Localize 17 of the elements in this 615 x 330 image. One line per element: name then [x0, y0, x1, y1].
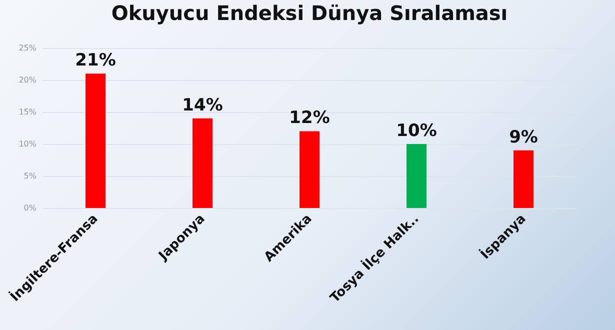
y-tick-label: 15%	[18, 108, 37, 116]
data-label: 21%	[75, 50, 116, 71]
data-label: 9%	[509, 127, 538, 148]
y-tick-label: 10%	[18, 140, 37, 148]
y-tick-label: 20%	[18, 76, 37, 84]
bar	[514, 150, 534, 208]
bar	[192, 118, 212, 208]
bar	[406, 144, 426, 208]
data-label: 10%	[396, 121, 437, 141]
data-label: 12%	[289, 108, 330, 128]
y-tick-label: 0%	[24, 204, 37, 212]
y-tick-label: 5%	[24, 172, 37, 180]
y-tick-label: 25%	[18, 44, 37, 52]
bar	[86, 74, 106, 208]
bar	[300, 131, 320, 208]
data-label: 14%	[182, 95, 223, 116]
chart-title: Okuyucu Endeksi Dünya Sıralaması	[111, 1, 508, 25]
